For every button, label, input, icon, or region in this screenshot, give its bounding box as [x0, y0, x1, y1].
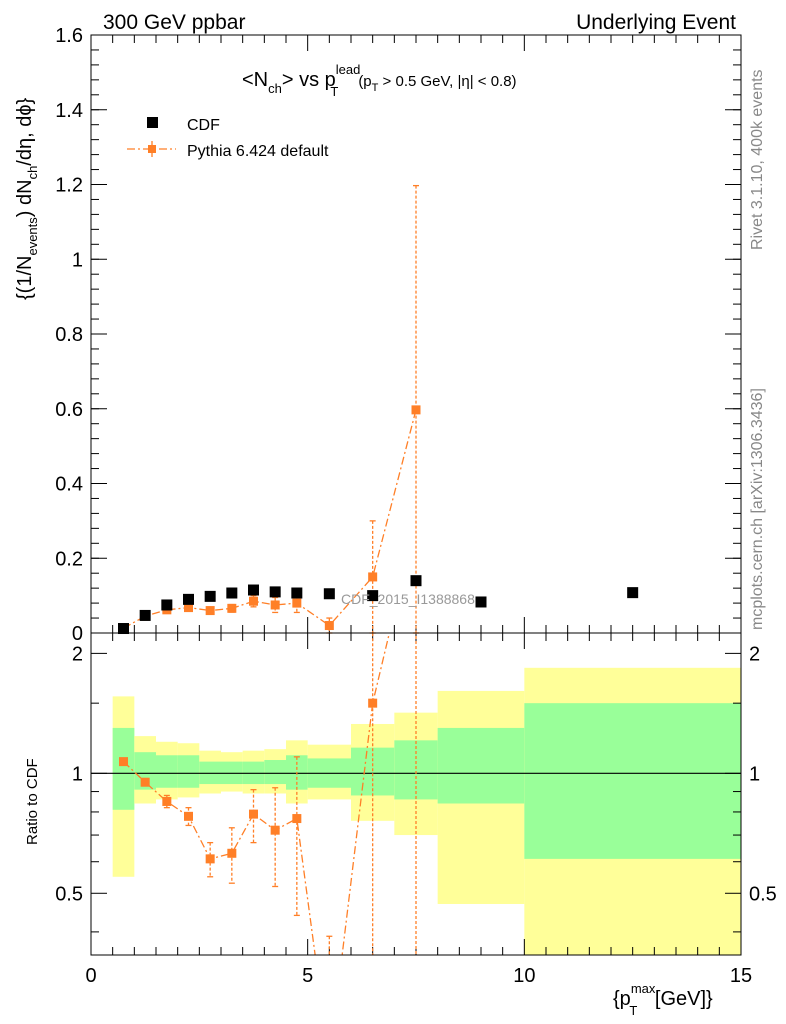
ratio-panel-frame: [90, 632, 742, 956]
ratio-band-inner: [156, 755, 178, 788]
ratio-ytick-label: 2: [72, 643, 83, 665]
ratio-band-inner: [264, 760, 286, 785]
xlabel: {pmax T [GeV]}: [613, 981, 713, 1018]
xtick-label: 5: [302, 965, 313, 987]
legend-cdf-label: CDF: [187, 117, 220, 134]
cdf-point: [367, 590, 379, 602]
main-ytick-label: 1: [72, 249, 83, 271]
cdf-point: [410, 575, 422, 587]
pythia-point: [324, 621, 334, 631]
ratio-pythia-point: [184, 811, 193, 821]
ratio-ytick-label-right: 2: [749, 643, 760, 665]
cdf-point: [161, 599, 173, 611]
ratio-ytick-label: 0.5: [55, 883, 83, 905]
legend-pythia-label: Pythia 6.424 default: [187, 143, 329, 160]
main-panel-marks: [118, 184, 639, 635]
ratio-pythia-point: [227, 848, 237, 858]
ratio-ylabel: Ratio to CDF: [24, 758, 41, 845]
pythia-point: [368, 572, 378, 582]
xtick-label: 15: [730, 965, 752, 987]
ratio-pythia-point: [292, 814, 302, 824]
cdf-point: [269, 586, 281, 598]
cdf-point: [204, 590, 216, 602]
main-ytick-label: 0.4: [55, 474, 83, 496]
header-right: Underlying Event: [576, 11, 736, 34]
main-ytick-label: 0.8: [55, 324, 83, 346]
ratio-band-inner: [437, 727, 525, 804]
pythia-point: [227, 603, 237, 613]
cdf-point: [183, 593, 194, 605]
pythia-point: [184, 603, 193, 613]
ratio-pythia-point: [140, 777, 150, 787]
ratio-pythia-point: [119, 757, 128, 767]
xtick-label: 10: [513, 965, 535, 987]
main-panel-axes: 0 0.2 0.4 0.6 0.8 1 1.2 1.4 1.6: [55, 25, 742, 645]
header-left: 300 GeV ppbar: [103, 11, 245, 34]
pythia-point: [292, 598, 302, 608]
cdf-point: [226, 587, 238, 599]
ratio-pythia-point: [368, 698, 378, 708]
ratio-ytick-label-right: 0.5: [749, 883, 777, 905]
ratio-series-group: [119, 633, 417, 955]
watermark: CDF_2015_I1388868: [341, 591, 475, 607]
pythia-point: [205, 606, 215, 616]
main-ytick-label: 0: [72, 623, 83, 645]
xtick-label: 0: [85, 965, 96, 987]
main-ytick-label: 1.6: [55, 25, 83, 47]
ratio-panel-marks: [119, 633, 417, 955]
cdf-point: [291, 587, 303, 599]
cdf-point: [323, 588, 335, 600]
ratio-ytick-label-right: 1: [749, 763, 760, 785]
pythia-point: [411, 405, 421, 415]
main-ytick-label: 1.2: [55, 175, 83, 197]
ratio-band-inner: [134, 752, 156, 790]
pythia-point: [249, 596, 258, 606]
main-ytick-label: 0.2: [55, 548, 83, 570]
main-title: <Nch> vs plead T(pT > 0.5 GeV, |η| < 0.8): [242, 62, 517, 99]
main-ytick-label: 0.6: [55, 399, 83, 421]
main-ytick-label: 1.4: [55, 100, 83, 122]
ratio-panel-bands: [112, 667, 741, 955]
legend-pythia-marker: [148, 145, 156, 153]
ratio-band-inner: [524, 703, 741, 859]
ratio-panel-axes: 0.5 0.5 1 1 2 2 0 5 10 15: [55, 633, 777, 987]
ratio-pythia-point: [205, 854, 215, 864]
ratio-pythia-point: [270, 825, 280, 835]
pythia-point: [270, 600, 280, 610]
ratio-band-inner: [177, 755, 200, 788]
mcplots-label: mcplots.cern.ch [arXiv:1306.3436]: [749, 388, 766, 630]
cdf-point: [139, 609, 151, 621]
legend-cdf-marker: [147, 117, 158, 128]
cdf-point: [118, 623, 129, 635]
cdf-point: [627, 587, 639, 599]
main-ylabel: {(1/Nevents) dNch/dη, dϕ}: [14, 97, 40, 300]
ratio-band-inner: [394, 740, 438, 800]
cdf-point: [248, 584, 259, 596]
ratio-pythia-point: [249, 809, 258, 819]
rivet-label: Rivet 3.1.10, 400k events: [749, 69, 766, 250]
ratio-ytick-label: 1: [72, 763, 83, 785]
ratio-pythia-point: [162, 796, 172, 806]
ratio-band-inner: [112, 727, 135, 810]
cdf-point: [475, 596, 487, 608]
